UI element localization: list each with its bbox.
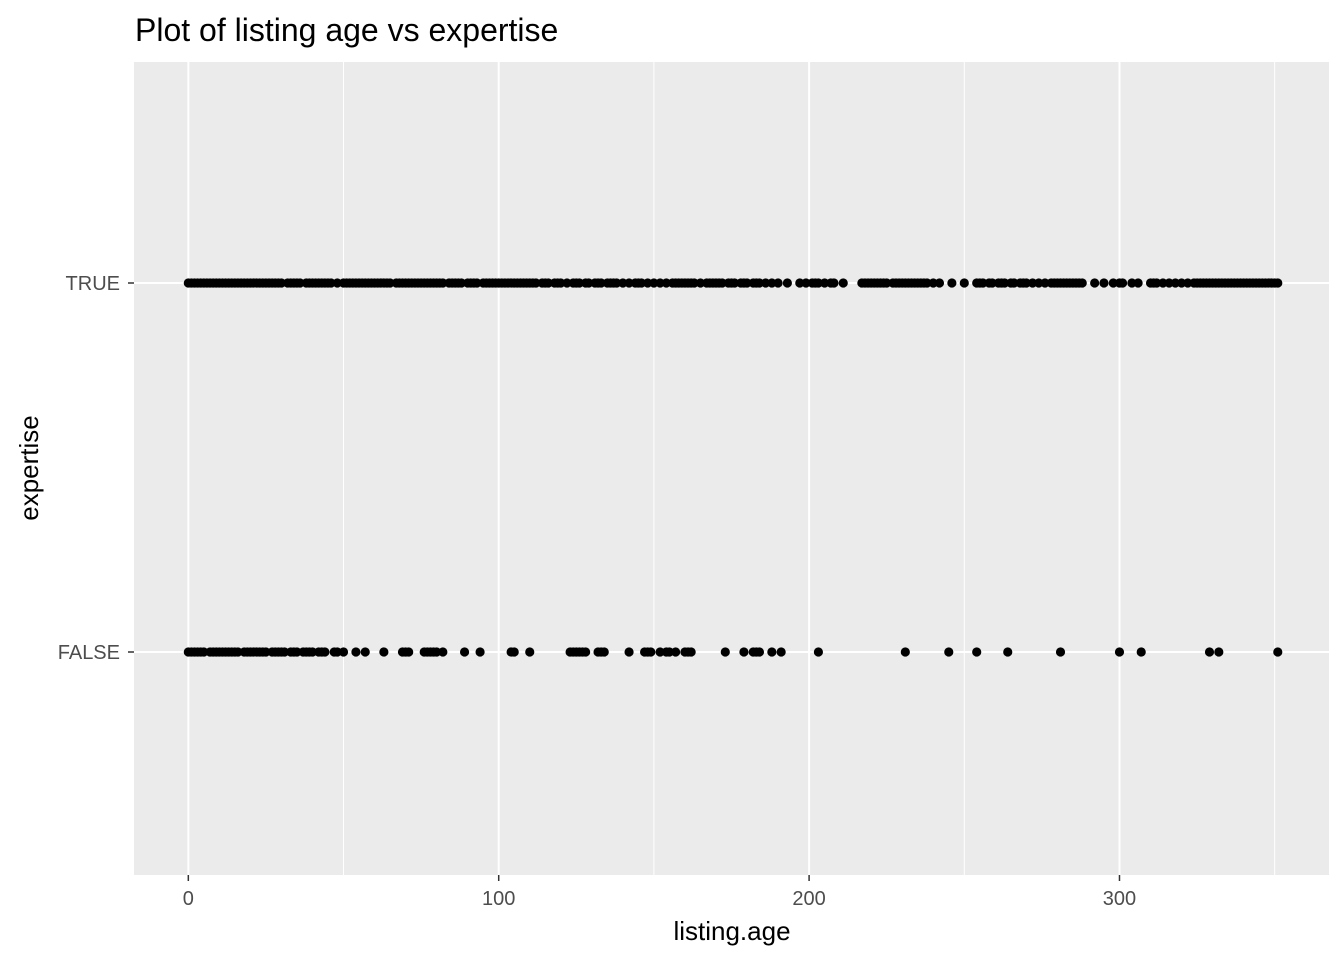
data-point [944,647,954,657]
data-point [1055,647,1066,657]
minor-gridlines [343,62,1276,875]
data-point [1077,278,1087,288]
data-point [754,647,765,657]
data-point [959,278,969,288]
y-axis-title: expertise [14,415,44,521]
data-point [1090,278,1100,288]
y-axis: FALSE TRUE [58,273,134,664]
x-tick-label: 300 [1103,888,1136,910]
data-point [776,647,786,657]
x-tick-label: 100 [482,888,515,910]
data-point [360,647,370,657]
data-point [720,647,730,657]
data-point [351,647,361,657]
data-point [829,278,839,288]
data-point [599,647,609,657]
data-point [767,647,777,657]
data-point [782,278,792,288]
x-tick-label: 0 [183,888,194,910]
data-point [1133,278,1143,288]
data-point [671,647,681,657]
data-point [934,278,945,288]
data-point [1117,278,1128,288]
data-point [1214,647,1224,657]
data-point [624,647,634,657]
data-point [1136,647,1146,657]
chart-title: Plot of listing age vs expertise [135,12,558,48]
data-point [581,647,591,657]
data-point [438,647,448,657]
data-point [1204,647,1215,657]
data-point [320,647,330,657]
y-tick-label: TRUE [66,273,120,295]
data-point [509,647,519,657]
data-point [525,647,535,657]
x-axis: 0 100 200 300 [183,875,1136,910]
data-point [338,647,349,657]
data-point [379,647,389,657]
plot-panel [134,62,1329,875]
y-tick-label: FALSE [58,642,120,664]
data-point [404,647,414,657]
data-point [813,647,824,657]
data-point [773,278,783,288]
x-axis-title: listing.age [673,916,790,946]
data-point [1099,278,1109,288]
data-point [900,647,910,657]
x-tick-label: 200 [792,888,825,910]
data-point [947,278,957,288]
data-point [1114,647,1125,657]
data-point [646,647,656,657]
data-point [1273,647,1283,657]
data-point [1273,278,1283,288]
data-point [475,647,485,657]
data-point [686,647,696,657]
data-point [838,278,848,288]
data-point [739,647,749,657]
data-point [459,647,470,657]
data-point [1003,647,1013,657]
data-point [972,647,982,657]
data-points [183,278,1283,657]
